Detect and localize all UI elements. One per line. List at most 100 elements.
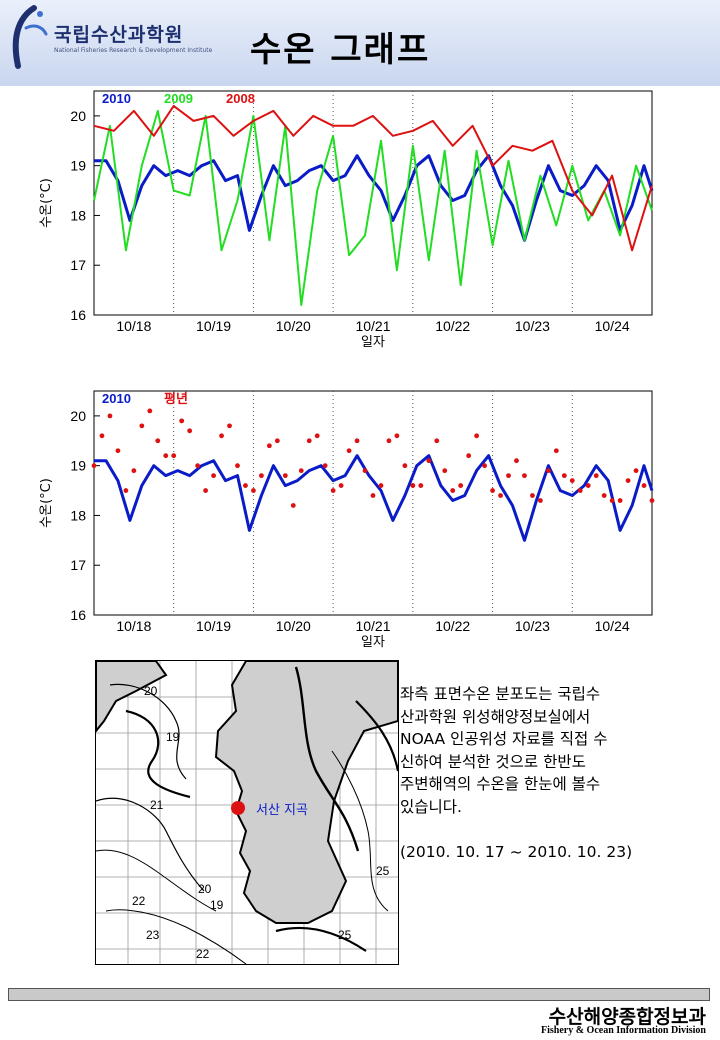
data-point (402, 463, 408, 469)
data-point (219, 433, 224, 439)
data-point (338, 483, 344, 488)
y-tick-label: 19 (70, 158, 86, 174)
data-point (394, 433, 400, 439)
data-point (490, 488, 495, 493)
data-point (155, 438, 161, 444)
contour-label: 20 (198, 882, 212, 896)
data-point (426, 458, 432, 464)
data-point (466, 453, 472, 459)
data-point (91, 463, 97, 469)
org-name: 국립수산과학원 (54, 24, 184, 46)
y-tick-label: 16 (70, 307, 86, 323)
data-point (633, 468, 639, 474)
data-point (514, 458, 519, 464)
x-tick-label: 10/21 (355, 618, 390, 634)
footer-divider (8, 988, 710, 1001)
data-point (370, 493, 376, 498)
x-tick-label: 10/22 (435, 618, 470, 634)
data-point (227, 423, 232, 429)
footer-division-english: Fishery & Ocean Information Division (541, 1025, 706, 1036)
contour-label: 25 (376, 864, 390, 878)
y-tick-label: 20 (70, 108, 86, 124)
data-point (538, 498, 543, 503)
x-tick-label: 10/20 (276, 318, 311, 334)
series-line (93, 109, 653, 306)
data-point (314, 433, 320, 439)
description-line: 산과학원 위성해양정보실에서 (400, 707, 591, 726)
legend-entry: 2008 (226, 91, 255, 106)
data-point (410, 483, 416, 488)
x-tick-label: 10/19 (196, 318, 231, 334)
data-point (266, 443, 272, 449)
page-header: 국립수산과학원 National Fisheries Research & De… (0, 0, 720, 86)
sst-comparison-chart: 10/18 10/19 10/20 10/21 10/22 10/23 10/24 16 17 1… (39, 90, 654, 350)
legend-entry: 2009 (164, 91, 193, 106)
contour-label: 19 (166, 730, 180, 744)
data-point (139, 423, 145, 429)
x-axis-title: 일자 (361, 335, 385, 350)
data-point (251, 488, 256, 493)
data-point (330, 488, 336, 493)
y-tick-label: 17 (70, 557, 86, 573)
x-tick-label: 10/19 (196, 618, 231, 634)
data-point (346, 448, 352, 454)
data-point (274, 438, 280, 444)
sst-normal-chart: 10/18 10/19 10/20 10/21 10/22 10/23 10/24 16 17 1… (39, 390, 655, 650)
contour-label: 23 (146, 928, 160, 942)
org-subtitle: National Fisheries Research & Developmen… (54, 47, 213, 54)
data-point (290, 503, 296, 508)
data-point (298, 468, 304, 474)
x-tick-label: 10/23 (515, 618, 550, 634)
data-point (577, 488, 583, 493)
data-point (362, 468, 368, 474)
data-point (545, 468, 551, 474)
page-title: 수온 그래프 (250, 30, 431, 70)
data-point (243, 483, 248, 488)
data-point (482, 463, 487, 469)
data-point (259, 473, 264, 479)
data-point (131, 468, 137, 474)
description-line: 신하여 분석한 것으로 한반도 (400, 752, 586, 771)
data-point (163, 453, 169, 459)
data-point (474, 433, 480, 439)
sst-distribution-map: 20 19 21 22 23 22 20 19 25 25 서산 지곡 (95, 660, 399, 965)
x-tick-label: 10/21 (355, 318, 390, 334)
data-point (585, 483, 591, 488)
contour-label: 20 (144, 684, 158, 698)
data-point (625, 478, 631, 483)
data-point (458, 483, 464, 488)
data-point (386, 438, 392, 444)
data-point (593, 473, 599, 479)
data-point (123, 488, 129, 493)
isotherm-contours (96, 666, 398, 964)
data-point (99, 433, 105, 439)
y-tick-label: 16 (70, 607, 86, 623)
data-point (322, 463, 328, 469)
data-point (282, 473, 288, 479)
data-point (450, 488, 456, 493)
date-range: (2010. 10. 17 ~ 2010. 10. 23) (400, 843, 633, 861)
y-tick-label: 18 (70, 207, 86, 223)
data-point (434, 438, 440, 444)
data-point (115, 448, 121, 454)
legend-entry: 2010 (102, 91, 131, 106)
description-line: 주변해역의 수온을 한눈에 볼수 (400, 775, 601, 793)
data-point (522, 473, 527, 479)
data-point (498, 493, 503, 498)
korean-peninsula-land (214, 661, 398, 924)
x-tick-label: 10/20 (276, 618, 311, 634)
description-line: 좌측 표면수온 분포도는 국립수 (400, 685, 601, 703)
x-tick-label: 10/18 (116, 618, 151, 634)
data-point (561, 473, 567, 479)
plot-frame (93, 390, 653, 616)
data-point (306, 438, 312, 444)
data-point (187, 428, 193, 434)
contour-label: 25 (338, 928, 352, 942)
x-tick-label: 10/22 (435, 318, 470, 334)
data-point (649, 498, 655, 503)
contour-label: 19 (210, 898, 224, 912)
data-point (609, 498, 615, 503)
y-tick-label: 19 (70, 458, 86, 474)
footer-division-name: 수산해양종합정보과 (548, 1006, 706, 1028)
x-tick-label: 10/24 (595, 318, 630, 334)
